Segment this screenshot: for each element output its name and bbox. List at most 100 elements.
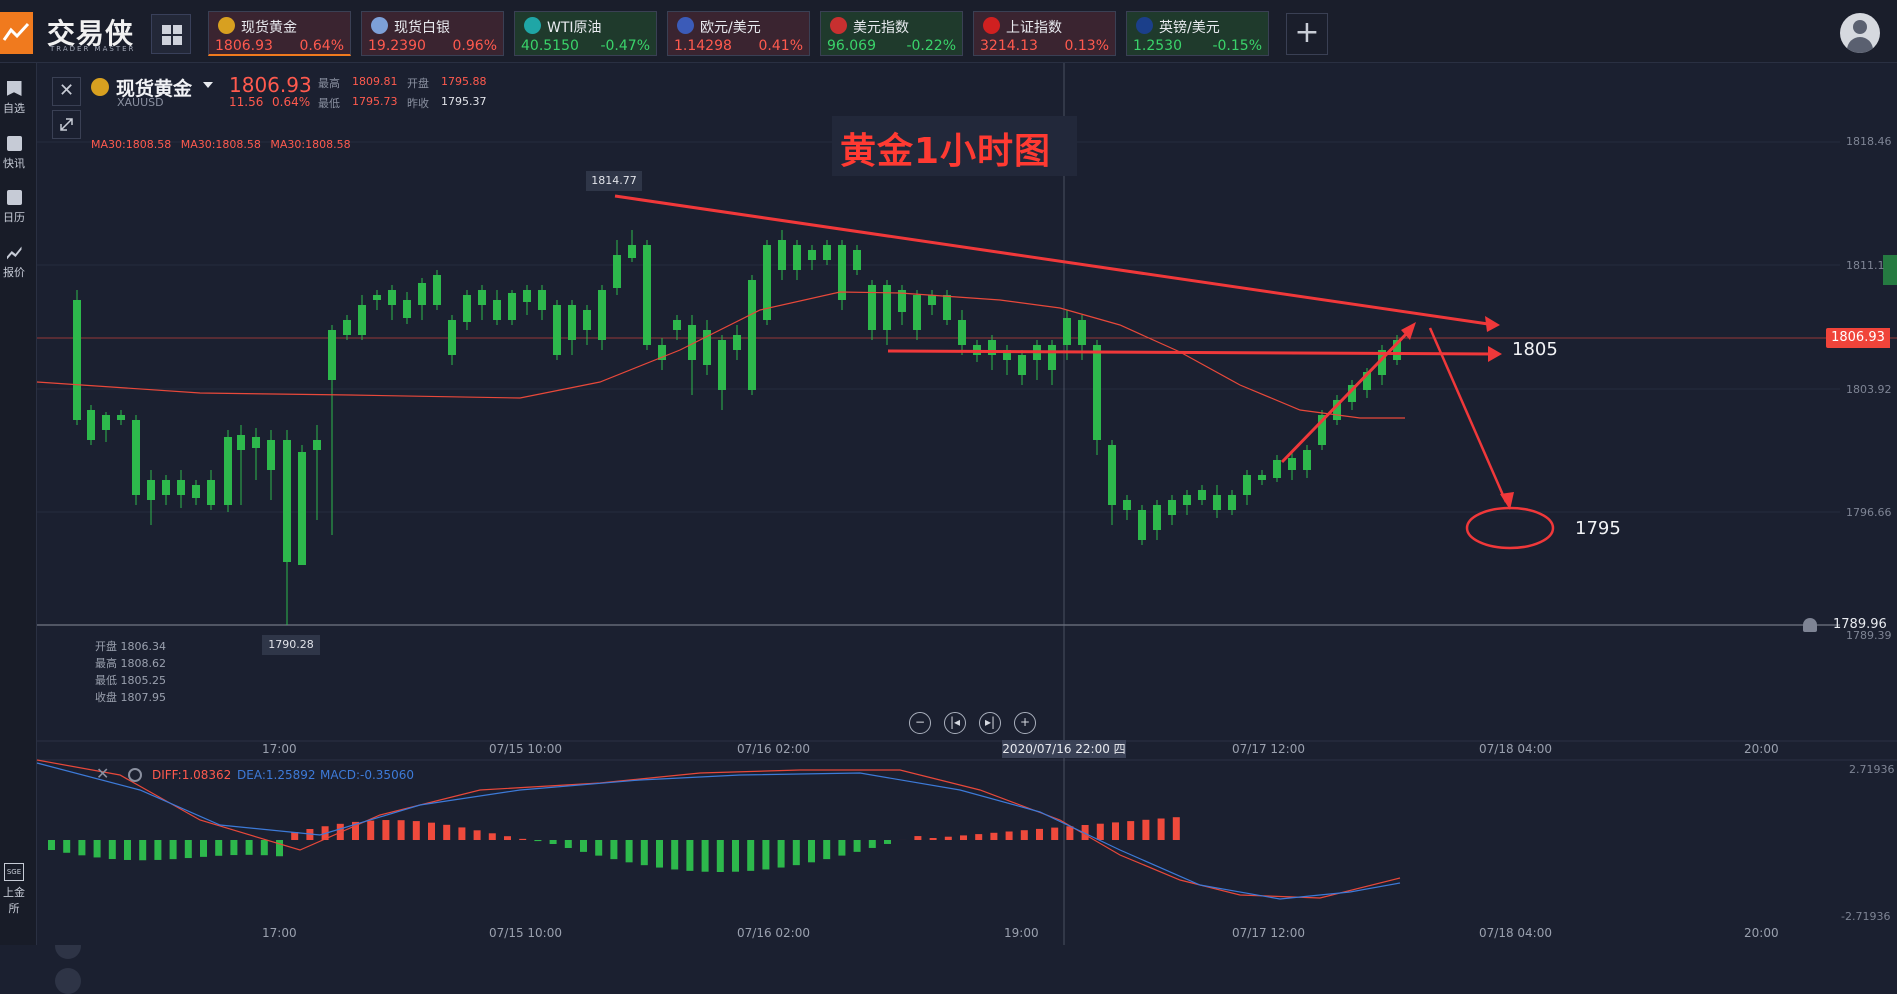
macd-bar	[489, 833, 496, 840]
candle-body	[237, 435, 245, 450]
macd-bar	[656, 840, 663, 868]
candle-body	[252, 437, 260, 448]
candle-body	[718, 340, 726, 390]
macd-bar	[276, 840, 283, 856]
candle-body	[298, 452, 306, 565]
macd-bar	[261, 840, 268, 855]
time-axis-tick: 20:00	[1744, 742, 1779, 756]
macd-bar	[398, 820, 405, 840]
candle-body	[478, 290, 486, 305]
candle-body	[1018, 355, 1026, 375]
candle-body	[73, 300, 81, 420]
candle-body	[313, 440, 321, 450]
candle-body	[913, 295, 921, 330]
macd-bar	[382, 820, 389, 840]
macd-bar	[63, 840, 70, 853]
ohlc-high: 最高 1808.62	[95, 655, 166, 671]
candle-body	[508, 293, 516, 320]
candle-body	[433, 275, 441, 305]
macd-bar	[124, 840, 131, 860]
macd-bar	[808, 840, 815, 862]
macd-bar	[428, 823, 435, 840]
candle-body	[1123, 500, 1131, 510]
macd-bar	[154, 840, 161, 860]
macd-bar	[747, 840, 754, 871]
macd-bar	[367, 821, 374, 840]
macd-bar	[78, 840, 85, 855]
candle-body	[283, 440, 291, 562]
candle-body	[853, 250, 861, 270]
macd-bar	[200, 840, 207, 857]
candle-body	[448, 320, 456, 355]
symbol-price: 1806.93	[229, 73, 312, 97]
macd-bar	[610, 840, 617, 859]
candle-body	[418, 283, 426, 305]
current-price-tag: 1806.93	[1826, 328, 1890, 348]
symbol-change: 11.56	[229, 95, 263, 109]
candle-body	[493, 300, 501, 320]
high-marker-label: 1814.77	[586, 171, 642, 191]
step-forward-button[interactable]: ▸|	[979, 712, 1001, 734]
bell-icon[interactable]	[1803, 618, 1817, 632]
price-axis-tick: 1796.66	[1846, 506, 1892, 519]
step-back-button[interactable]: |◂	[944, 712, 966, 734]
macd-bar	[1112, 822, 1119, 840]
price-axis-tick: 1803.92	[1846, 383, 1892, 396]
macd-bar	[869, 840, 876, 848]
zoom-in-button[interactable]: +	[1014, 712, 1036, 734]
macd-bar	[1142, 820, 1149, 840]
high-value: 1809.81	[352, 75, 398, 88]
macd-bar	[185, 840, 192, 858]
macd-bar	[413, 821, 420, 840]
candle-body	[808, 250, 816, 260]
macd-bar	[990, 833, 997, 840]
time-axis-tick: 07/15 10:00	[489, 742, 562, 756]
price-axis-tick: 1818.46	[1846, 135, 1892, 148]
candle-body	[102, 415, 110, 430]
macd-dea-label: DEA:1.25892	[237, 768, 316, 782]
candle-body	[538, 290, 546, 310]
candle-body	[793, 245, 801, 270]
chevron-down-icon[interactable]	[203, 82, 213, 88]
candle-body	[1273, 460, 1281, 478]
draw-tool-button[interactable]	[55, 968, 81, 994]
expand-icon[interactable]	[52, 110, 81, 139]
macd-time-tick: 07/15 10:00	[489, 926, 562, 940]
low-value: 1795.73	[352, 95, 398, 108]
macd-bar	[215, 840, 222, 856]
symbol-change-pct: 0.64%	[272, 95, 310, 109]
zoom-out-button[interactable]: −	[909, 712, 931, 734]
candle-body	[1228, 495, 1236, 510]
level-1795-label: 1795	[1575, 518, 1621, 539]
macd-close-icon[interactable]: ✕	[96, 764, 109, 783]
ohlc-open: 开盘 1806.34	[95, 638, 166, 654]
symbol-icon	[91, 78, 109, 96]
candle-body	[328, 330, 336, 380]
macd-bar	[823, 840, 830, 859]
candle-body	[628, 245, 636, 258]
macd-bar	[595, 840, 602, 856]
macd-settings-icon[interactable]	[128, 768, 142, 782]
macd-panel	[37, 760, 1897, 945]
candle-body	[748, 280, 756, 390]
macd-bar	[762, 840, 769, 869]
symbol-code: XAUUSD	[117, 96, 164, 109]
candle-body	[823, 245, 831, 260]
open-value: 1795.88	[441, 75, 487, 88]
macd-time-tick: 19:00	[1004, 926, 1039, 940]
candle-body	[643, 245, 651, 345]
candle-body	[358, 305, 366, 335]
macd-time-tick: 17:00	[262, 926, 297, 940]
macd-bar	[945, 837, 952, 840]
macd-bar	[671, 840, 678, 869]
macd-bar	[109, 840, 116, 859]
macd-bar	[1097, 824, 1104, 840]
macd-bar	[458, 827, 465, 840]
macd-bar	[246, 840, 253, 855]
macd-bar	[686, 840, 693, 871]
ohlc-close: 收盘 1807.95	[95, 689, 166, 705]
close-chart-button[interactable]: ✕	[52, 77, 81, 106]
macd-bar	[94, 840, 101, 857]
candle-body	[1213, 495, 1221, 510]
macd-bar	[717, 840, 724, 872]
